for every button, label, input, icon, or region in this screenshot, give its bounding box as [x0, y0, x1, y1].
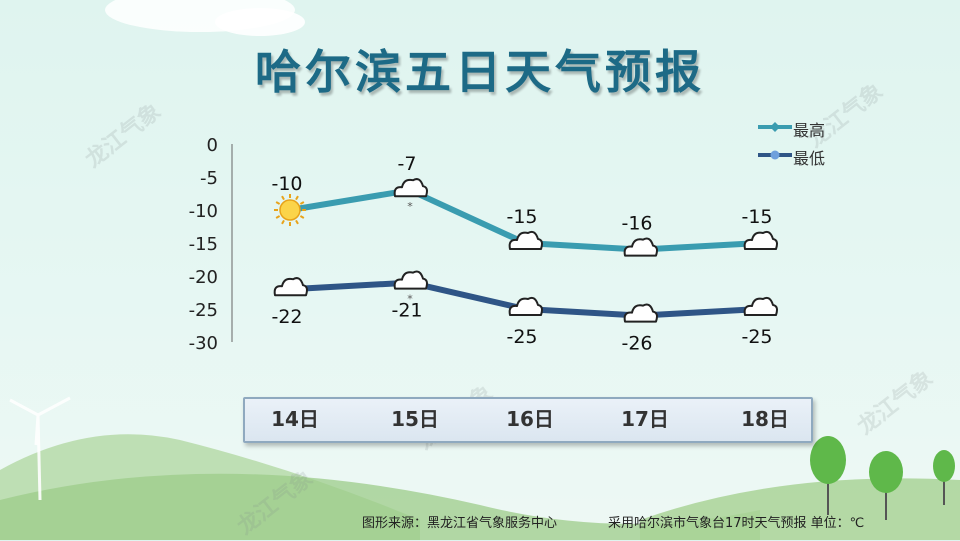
y-tick-label: -5: [200, 168, 218, 189]
low-data-label: -25: [506, 326, 537, 348]
day-label: 15日: [391, 407, 439, 431]
hill-right: [640, 478, 960, 540]
svg-text:*: *: [407, 293, 413, 306]
cloud-icon: [623, 303, 658, 323]
legend: [758, 122, 792, 160]
footer-note: 采用哈尔滨市气象台17时天气预报 单位：℃: [608, 516, 865, 531]
high-data-label: -16: [621, 213, 652, 235]
footer-source: 图形来源：黑龙江省气象服务中心: [362, 516, 558, 531]
legend-label-low: 最低: [793, 149, 826, 168]
y-tick-label: 0: [207, 135, 218, 156]
day-label: 14日: [271, 407, 319, 431]
snow-cloud-icon: *: [393, 178, 428, 213]
snow-cloud-icon: *: [393, 270, 428, 306]
day-label: 16日: [506, 407, 554, 431]
low-data-label: -21: [391, 300, 422, 322]
sun-icon: [274, 194, 306, 226]
y-tick-label: -25: [189, 300, 218, 321]
high-data-label: -15: [741, 206, 772, 228]
high-data-label: -7: [398, 153, 417, 175]
cloud-icon: [623, 237, 658, 257]
legend-high-marker: [770, 122, 780, 132]
cloud-icon: [273, 277, 308, 297]
page-title: 哈尔滨五日天气预报: [255, 45, 705, 99]
cloud-icon: [743, 230, 778, 250]
day-label: 18日: [741, 407, 789, 431]
y-tick-label: -15: [189, 234, 218, 255]
cloud-icon: [508, 230, 543, 250]
y-tick-label: -30: [189, 333, 218, 354]
high-data-label: -15: [506, 206, 537, 228]
high-data-label: -10: [271, 173, 302, 195]
low-data-label: -22: [271, 306, 302, 328]
svg-text:*: *: [407, 200, 413, 213]
hill-mid: [0, 473, 760, 540]
y-tick-label: -10: [189, 201, 218, 222]
top-cloud-decoration: [215, 8, 305, 36]
tree-icon: [810, 436, 955, 520]
low-data-label: -26: [621, 333, 652, 355]
y-tick-label: -20: [189, 267, 218, 288]
legend-label-high: 最高: [793, 121, 826, 140]
day-axis-bar: [243, 397, 813, 443]
low-data-label: -25: [741, 326, 772, 348]
cloud-icon: [508, 296, 543, 316]
legend-low-marker: [770, 150, 780, 160]
day-label: 17日: [621, 407, 669, 431]
cloud-icon: [743, 296, 778, 316]
wind-turbine-icon: [9, 396, 71, 501]
